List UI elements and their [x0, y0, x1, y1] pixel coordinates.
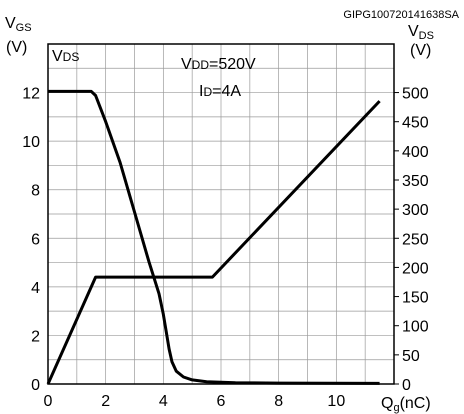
x-tick-label: 10 — [327, 393, 345, 410]
x-axis-ticks: 0 2 4 6 8 10 — [44, 393, 346, 410]
right-axis-ticks: 0 50 100 150 200 250 300 350 400 450 500 — [394, 86, 429, 394]
right-tick-label: 300 — [402, 202, 429, 219]
right-tick-label: 500 — [402, 86, 429, 103]
right-tick-label: 50 — [402, 348, 420, 365]
right-tick-label: 100 — [402, 319, 429, 336]
plot-frame — [47, 43, 395, 385]
vds-series-line — [48, 89, 380, 385]
grid-lines — [48, 44, 394, 384]
right-tick-label: 150 — [402, 290, 429, 307]
right-axis-label: VDS — [408, 23, 434, 42]
right-axis-unit: (V) — [410, 42, 431, 59]
right-tick-label: 200 — [402, 260, 429, 277]
left-axis-unit: (V) — [6, 39, 27, 56]
right-tick-label: 400 — [402, 144, 429, 161]
vgs-series-line — [46, 100, 381, 385]
right-tick-label: 0 — [402, 377, 411, 394]
right-axis-label-main: V — [408, 23, 419, 40]
annotation-id: ID=4A — [199, 83, 241, 100]
left-tick-label: 4 — [31, 280, 40, 297]
left-tick-label: 8 — [31, 183, 40, 200]
x-tick-label: 0 — [44, 393, 53, 410]
left-axis-ticks: 0 2 4 6 8 10 12 — [22, 86, 40, 394]
right-axis-label-sub: DS — [419, 30, 434, 42]
left-axis-label: VGS — [5, 15, 32, 34]
x-tick-label: 6 — [217, 393, 226, 410]
left-axis-label-main: V — [5, 15, 16, 32]
annotation-vds: VDS — [52, 48, 79, 65]
right-tick-label: 250 — [402, 231, 429, 248]
left-tick-label: 2 — [31, 328, 40, 345]
right-tick-label: 350 — [402, 173, 429, 190]
x-axis-label: Qg(nC) — [381, 395, 431, 414]
x-tick-label: 4 — [159, 393, 168, 410]
x-axis-label-main: Q — [381, 395, 393, 412]
x-tick-label: 2 — [101, 393, 110, 410]
left-axis-label-sub: GS — [16, 22, 32, 34]
left-tick-label: 0 — [31, 377, 40, 394]
left-tick-label: 10 — [22, 134, 40, 151]
x-tick-label: 8 — [274, 393, 283, 410]
x-axis-label-sub: g — [393, 402, 399, 414]
x-axis-label-unit: (nC) — [400, 395, 431, 412]
figure-id: GIPG100720141638SA — [343, 9, 459, 21]
right-tick-label: 450 — [402, 115, 429, 132]
left-tick-label: 6 — [31, 231, 40, 248]
annotation-vdd: VDD=520V — [181, 56, 256, 73]
left-tick-label: 12 — [22, 86, 40, 103]
